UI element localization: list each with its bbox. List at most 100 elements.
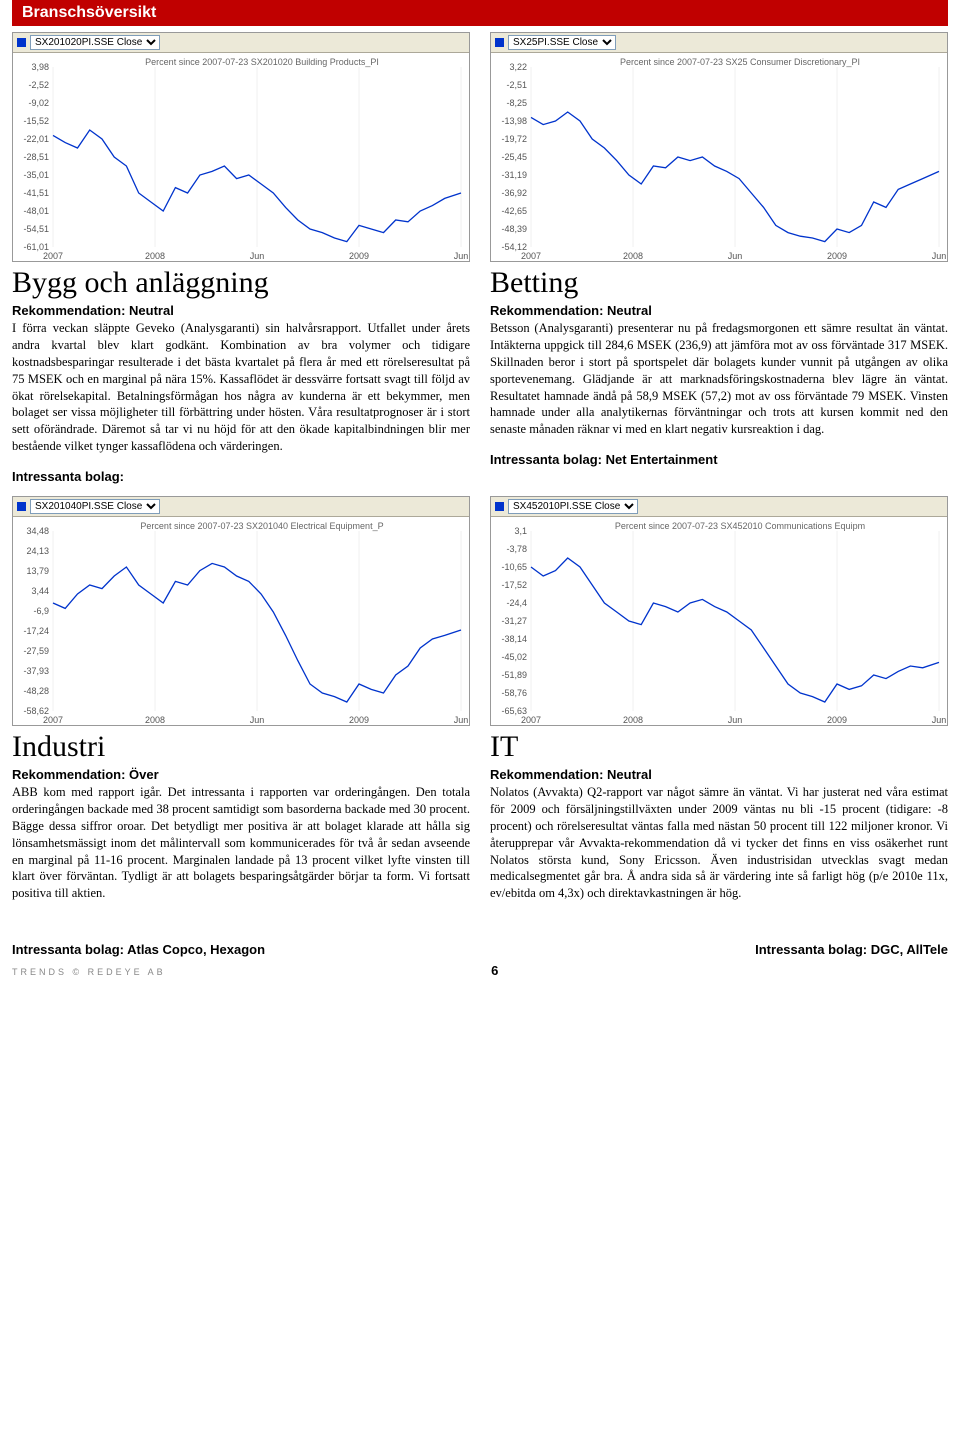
section-industri: SX201040PI.SSE ClosePercent since 2007-0… xyxy=(12,496,470,902)
chart-selector: SX452010PI.SSE Close xyxy=(491,497,947,517)
series-dropdown[interactable]: SX201020PI.SSE Close xyxy=(30,35,160,50)
chart-svg: 3,1 -3,78 -10,65 -17,52 -24,4 -31,27 -38,14 -45… xyxy=(491,517,947,727)
footer-right: Intressanta bolag: DGC, AllTele xyxy=(755,942,948,957)
svg-text:-17,52: -17,52 xyxy=(501,580,527,590)
svg-text:-9,02: -9,02 xyxy=(28,98,49,108)
body-betting: Betsson (Analysgaranti) presenterar nu p… xyxy=(490,320,948,438)
svg-text:-48,39: -48,39 xyxy=(501,224,527,234)
footer-left: Intressanta bolag: Atlas Copco, Hexagon xyxy=(12,942,265,957)
svg-text:2008: 2008 xyxy=(623,715,643,725)
intr-bygg: Intressanta bolag: xyxy=(12,469,470,484)
chart-selector: SX25PI.SSE Close xyxy=(491,33,947,53)
section-betting: SX25PI.SSE ClosePercent since 2007-07-23… xyxy=(490,32,948,484)
svg-text:-48,28: -48,28 xyxy=(23,686,49,696)
rek-betting: Rekommendation: Neutral xyxy=(490,303,948,318)
svg-text:13,79: 13,79 xyxy=(26,566,49,576)
svg-text:-41,51: -41,51 xyxy=(23,188,49,198)
section-bygg: SX201020PI.SSE ClosePercent since 2007-0… xyxy=(12,32,470,484)
rek-industri: Rekommendation: Över xyxy=(12,767,470,782)
svg-text:Jun: Jun xyxy=(250,251,265,261)
chart-svg: 34,48 24,13 13,79 3,44 -6,9 -17,24 -27,59 -37,9… xyxy=(13,517,469,727)
svg-text:-31,19: -31,19 xyxy=(501,170,527,180)
series-color-icon xyxy=(495,38,504,47)
chart-industri: SX201040PI.SSE ClosePercent since 2007-0… xyxy=(12,496,470,726)
svg-text:-25,45: -25,45 xyxy=(501,152,527,162)
svg-text:-6,9: -6,9 xyxy=(33,606,49,616)
title-betting: Betting xyxy=(490,266,948,299)
svg-text:Jun: Jun xyxy=(932,715,947,725)
series-color-icon xyxy=(495,502,504,511)
svg-text:2007: 2007 xyxy=(521,715,541,725)
svg-text:Jun: Jun xyxy=(454,715,469,725)
svg-text:-31,27: -31,27 xyxy=(501,616,527,626)
svg-text:-28,51: -28,51 xyxy=(23,152,49,162)
svg-text:-15,52: -15,52 xyxy=(23,116,49,126)
series-dropdown[interactable]: SX25PI.SSE Close xyxy=(508,35,616,50)
svg-text:Jun: Jun xyxy=(728,715,743,725)
svg-text:-45,02: -45,02 xyxy=(501,652,527,662)
svg-text:-8,25: -8,25 xyxy=(506,98,527,108)
svg-text:-27,59: -27,59 xyxy=(23,646,49,656)
svg-text:2009: 2009 xyxy=(349,251,369,261)
rek-it: Rekommendation: Neutral xyxy=(490,767,948,782)
chart-bygg: SX201020PI.SSE ClosePercent since 2007-0… xyxy=(12,32,470,262)
svg-text:-3,78: -3,78 xyxy=(506,544,527,554)
chart-svg: 3,22 -2,51 -8,25 -13,98 -19,72 -25,45 -31,19 -3… xyxy=(491,53,947,263)
svg-text:3,1: 3,1 xyxy=(514,526,527,536)
svg-text:-38,14: -38,14 xyxy=(501,634,527,644)
svg-text:Jun: Jun xyxy=(250,715,265,725)
svg-text:3,22: 3,22 xyxy=(509,62,527,72)
svg-text:-13,98: -13,98 xyxy=(501,116,527,126)
svg-text:-22,01: -22,01 xyxy=(23,134,49,144)
footer-row: Intressanta bolag: Atlas Copco, Hexagon … xyxy=(12,942,948,957)
title-industri: Industri xyxy=(12,730,470,763)
svg-text:2008: 2008 xyxy=(145,715,165,725)
svg-text:-35,01: -35,01 xyxy=(23,170,49,180)
svg-text:-24,4: -24,4 xyxy=(506,598,527,608)
section-it: SX452010PI.SSE ClosePercent since 2007-0… xyxy=(490,496,948,902)
svg-text:Jun: Jun xyxy=(728,251,743,261)
svg-text:-51,89: -51,89 xyxy=(501,670,527,680)
svg-text:-19,72: -19,72 xyxy=(501,134,527,144)
sections-grid: SX201020PI.SSE ClosePercent since 2007-0… xyxy=(12,32,948,902)
svg-text:-17,24: -17,24 xyxy=(23,626,49,636)
body-it: Nolatos (Avvakta) Q2-rapport var något s… xyxy=(490,784,948,902)
chart-it: SX452010PI.SSE ClosePercent since 2007-0… xyxy=(490,496,948,726)
chart-selector: SX201040PI.SSE Close xyxy=(13,497,469,517)
svg-text:-54,51: -54,51 xyxy=(23,224,49,234)
chart-svg: 3,98-2,52-9,02-15,52-22,01-28,51-35,01-4… xyxy=(13,53,469,263)
svg-text:Jun: Jun xyxy=(932,251,947,261)
svg-text:-37,93: -37,93 xyxy=(23,666,49,676)
svg-text:2007: 2007 xyxy=(43,715,63,725)
svg-text:-36,92: -36,92 xyxy=(501,188,527,198)
chart-betting: SX25PI.SSE ClosePercent since 2007-07-23… xyxy=(490,32,948,262)
svg-text:2008: 2008 xyxy=(623,251,643,261)
page-header: Branschsöversikt xyxy=(12,0,948,26)
svg-text:2009: 2009 xyxy=(349,715,369,725)
svg-text:Jun: Jun xyxy=(454,251,469,261)
title-bygg: Bygg och anläggning xyxy=(12,266,470,299)
svg-text:-48,01: -48,01 xyxy=(23,206,49,216)
series-color-icon xyxy=(17,502,26,511)
body-bygg: I förra veckan släppte Geveko (Analysgar… xyxy=(12,320,470,455)
svg-text:2009: 2009 xyxy=(827,251,847,261)
svg-text:3,44: 3,44 xyxy=(31,586,49,596)
svg-text:24,13: 24,13 xyxy=(26,546,49,556)
title-it: IT xyxy=(490,730,948,763)
series-dropdown[interactable]: SX201040PI.SSE Close xyxy=(30,499,160,514)
svg-text:-10,65: -10,65 xyxy=(501,562,527,572)
series-color-icon xyxy=(17,38,26,47)
rek-bygg: Rekommendation: Neutral xyxy=(12,303,470,318)
svg-text:-58,76: -58,76 xyxy=(501,688,527,698)
body-industri: ABB kom med rapport igår. Det intressant… xyxy=(12,784,470,902)
svg-text:2008: 2008 xyxy=(145,251,165,261)
svg-text:-42,65: -42,65 xyxy=(501,206,527,216)
chart-selector: SX201020PI.SSE Close xyxy=(13,33,469,53)
page-number: 6 xyxy=(491,963,498,978)
svg-text:34,48: 34,48 xyxy=(26,526,49,536)
svg-text:-2,52: -2,52 xyxy=(28,80,49,90)
svg-text:-2,51: -2,51 xyxy=(506,80,527,90)
series-dropdown[interactable]: SX452010PI.SSE Close xyxy=(508,499,638,514)
svg-text:2009: 2009 xyxy=(827,715,847,725)
intr-betting: Intressanta bolag: Net Entertainment xyxy=(490,452,948,467)
